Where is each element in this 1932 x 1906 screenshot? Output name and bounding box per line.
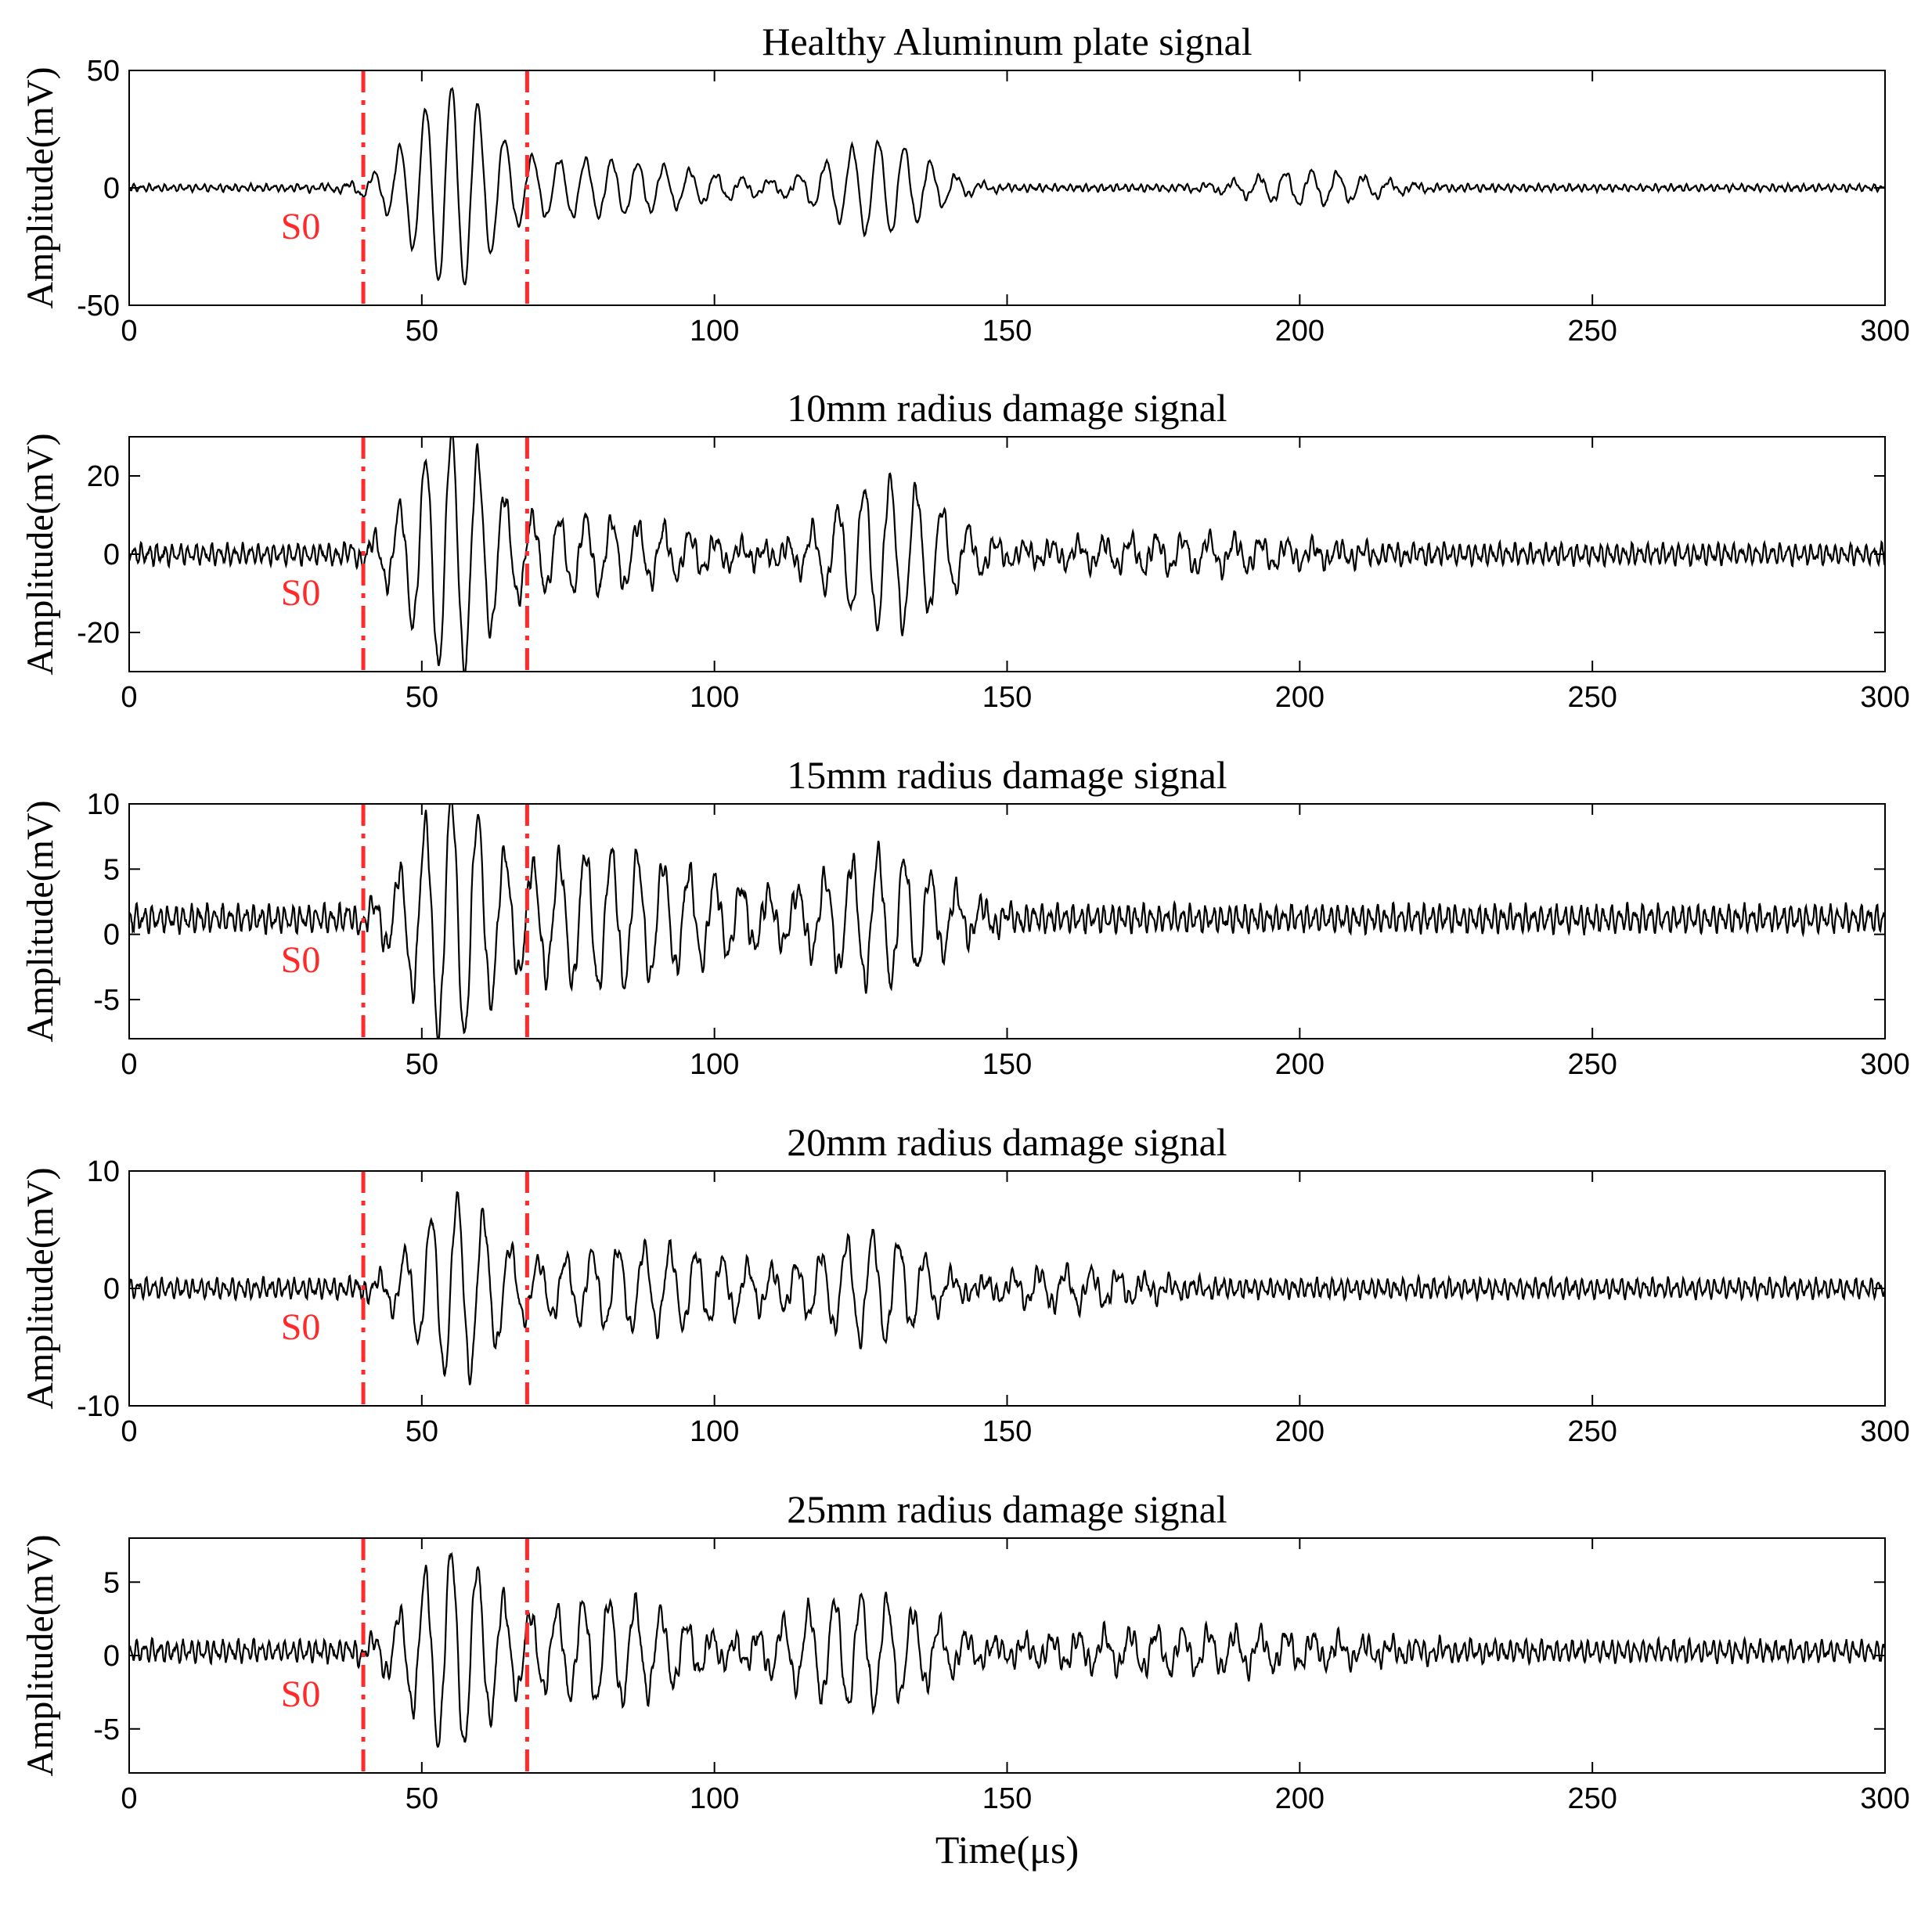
x-tick-label: 300	[1860, 1048, 1909, 1081]
x-tick-label: 200	[1275, 1782, 1325, 1815]
subplot-title: 20mm radius damage signal	[787, 1120, 1227, 1164]
marker-label: S0	[281, 572, 321, 614]
y-axis-label: Amplitude(mV)	[20, 800, 61, 1042]
y-tick-label: 10	[87, 788, 120, 821]
x-tick-label: 50	[406, 1048, 438, 1081]
x-tick-label: 200	[1275, 1415, 1325, 1448]
x-tick-label: 300	[1860, 1782, 1909, 1815]
x-tick-label: 150	[982, 681, 1032, 714]
y-tick-label: 50	[87, 55, 120, 88]
x-tick-label: 200	[1275, 315, 1325, 348]
x-tick-label: 300	[1860, 681, 1909, 714]
x-tick-label: 250	[1567, 1415, 1617, 1448]
y-tick-label: 5	[103, 853, 120, 886]
x-tick-label: 150	[982, 315, 1032, 348]
y-tick-label: -50	[77, 290, 120, 322]
x-tick-label: 0	[121, 315, 137, 348]
marker-label: S0	[281, 939, 321, 981]
x-tick-label: 0	[121, 681, 137, 714]
subplot-title: 15mm radius damage signal	[787, 753, 1227, 797]
y-tick-label: -5	[93, 984, 120, 1017]
y-tick-label: 0	[103, 1273, 120, 1306]
signal-line	[129, 86, 1885, 286]
x-tick-label: 250	[1567, 1048, 1617, 1081]
x-tick-label: 100	[690, 681, 739, 714]
x-tick-label: 100	[690, 315, 739, 348]
x-tick-label: 50	[406, 681, 438, 714]
subplot-title: 25mm radius damage signal	[787, 1487, 1227, 1531]
x-tick-label: 100	[690, 1782, 739, 1815]
signal-line	[129, 804, 1885, 1039]
x-tick-label: 300	[1860, 1415, 1909, 1448]
marker-label: S0	[281, 1306, 321, 1348]
signal-line	[129, 1191, 1885, 1385]
y-tick-label: 10	[87, 1155, 120, 1188]
y-axis-label: Amplitude(mV)	[20, 1167, 61, 1409]
x-tick-label: 150	[982, 1048, 1032, 1081]
signal-line	[129, 1551, 1885, 1748]
x-tick-label: 100	[690, 1415, 739, 1448]
y-tick-label: 20	[87, 460, 120, 493]
marker-label: S0	[281, 206, 321, 247]
y-tick-label: 0	[103, 539, 120, 571]
x-tick-label: 200	[1275, 1048, 1325, 1081]
x-tick-label: 50	[406, 315, 438, 348]
y-tick-label: -5	[93, 1713, 120, 1746]
x-tick-label: 0	[121, 1415, 137, 1448]
x-tick-label: 50	[406, 1782, 438, 1815]
x-tick-label: 50	[406, 1415, 438, 1448]
y-tick-label: -20	[77, 617, 120, 650]
x-tick-label: 100	[690, 1048, 739, 1081]
x-tick-label: 150	[982, 1782, 1032, 1815]
marker-label: S0	[281, 1674, 321, 1715]
y-tick-label: 0	[103, 172, 120, 205]
x-tick-label: 0	[121, 1048, 137, 1081]
x-axis-label: Time(μs)	[935, 1828, 1079, 1872]
signal-line	[129, 437, 1885, 672]
y-tick-label: -10	[77, 1390, 120, 1423]
y-tick-label: 0	[103, 1640, 120, 1673]
subplot-5: S0 0 50 100 150 200 250 300 -5 0 5 25mm radius dama…	[20, 1487, 1910, 1872]
x-tick-label: 250	[1567, 1782, 1617, 1815]
x-tick-label: 250	[1567, 315, 1617, 348]
x-tick-label: 0	[121, 1782, 137, 1815]
subplot-title: 10mm radius damage signal	[787, 386, 1227, 430]
x-tick-label: 300	[1860, 315, 1909, 348]
subplot-title: Healthy Aluminum plate signal	[762, 20, 1252, 63]
y-tick-label: 0	[103, 919, 120, 952]
x-tick-label: 150	[982, 1415, 1032, 1448]
x-tick-label: 250	[1567, 681, 1617, 714]
x-tick-label: 200	[1275, 681, 1325, 714]
y-axis-label: Amplitude(mV)	[20, 433, 61, 675]
y-tick-label: 5	[103, 1566, 120, 1599]
y-axis-label: Amplitude(mV)	[20, 67, 61, 308]
y-axis-label: Amplitude(mV)	[20, 1534, 61, 1776]
